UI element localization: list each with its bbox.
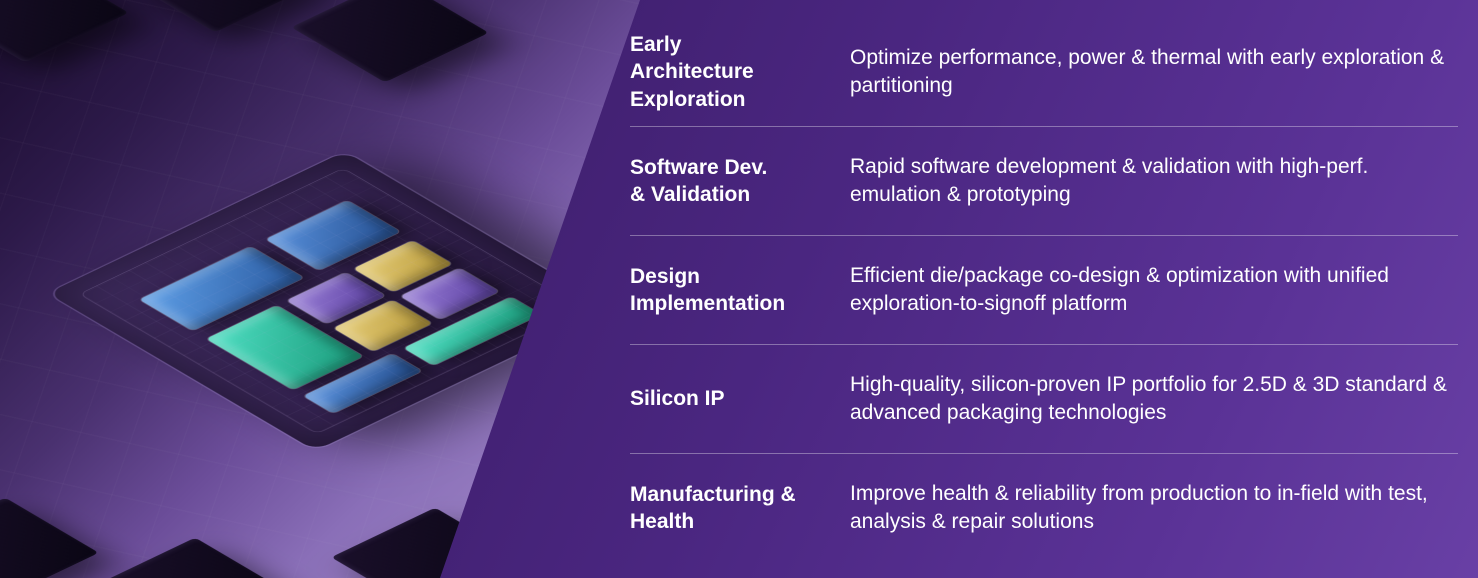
chiplet-die bbox=[286, 272, 386, 324]
row-title: Software Dev. & Validation bbox=[630, 154, 850, 209]
row-title: Design Implementation bbox=[630, 263, 850, 318]
row-design-implementation: Design Implementation Efficient die/pack… bbox=[630, 235, 1458, 344]
floating-cube bbox=[0, 498, 99, 578]
floating-cube bbox=[291, 0, 489, 82]
chiplet-die bbox=[139, 246, 304, 331]
row-early-architecture: Early Architecture Exploration Optimize … bbox=[630, 18, 1458, 126]
chiplet-die bbox=[400, 267, 500, 319]
chiplet-die bbox=[333, 299, 433, 351]
row-title: Early Architecture Exploration bbox=[630, 31, 850, 113]
row-software-dev: Software Dev. & Validation Rapid softwar… bbox=[630, 126, 1458, 235]
row-title: Manufacturing & Health bbox=[630, 481, 850, 536]
row-desc: Rapid software development & validation … bbox=[850, 153, 1458, 210]
feature-rows: Early Architecture Exploration Optimize … bbox=[630, 18, 1458, 562]
infographic-container: Early Architecture Exploration Optimize … bbox=[0, 0, 1478, 578]
floating-cube bbox=[0, 0, 129, 62]
row-title: Silicon IP bbox=[630, 385, 850, 412]
chiplet-die bbox=[206, 305, 364, 390]
chiplet-die bbox=[265, 200, 400, 271]
chiplet-die bbox=[303, 353, 422, 413]
row-desc: Improve health & reliability from produc… bbox=[850, 480, 1458, 537]
row-desc: High-quality, silicon-proven IP portfoli… bbox=[850, 371, 1458, 428]
row-manufacturing-health: Manufacturing & Health Improve health & … bbox=[630, 453, 1458, 562]
floating-cube bbox=[121, 0, 319, 32]
floating-cube bbox=[91, 538, 289, 578]
row-desc: Efficient die/package co-design & optimi… bbox=[850, 262, 1458, 319]
chiplet-die bbox=[353, 240, 453, 292]
row-silicon-ip: Silicon IP High-quality, silicon-proven … bbox=[630, 344, 1458, 453]
row-desc: Optimize performance, power & thermal wi… bbox=[850, 44, 1458, 101]
